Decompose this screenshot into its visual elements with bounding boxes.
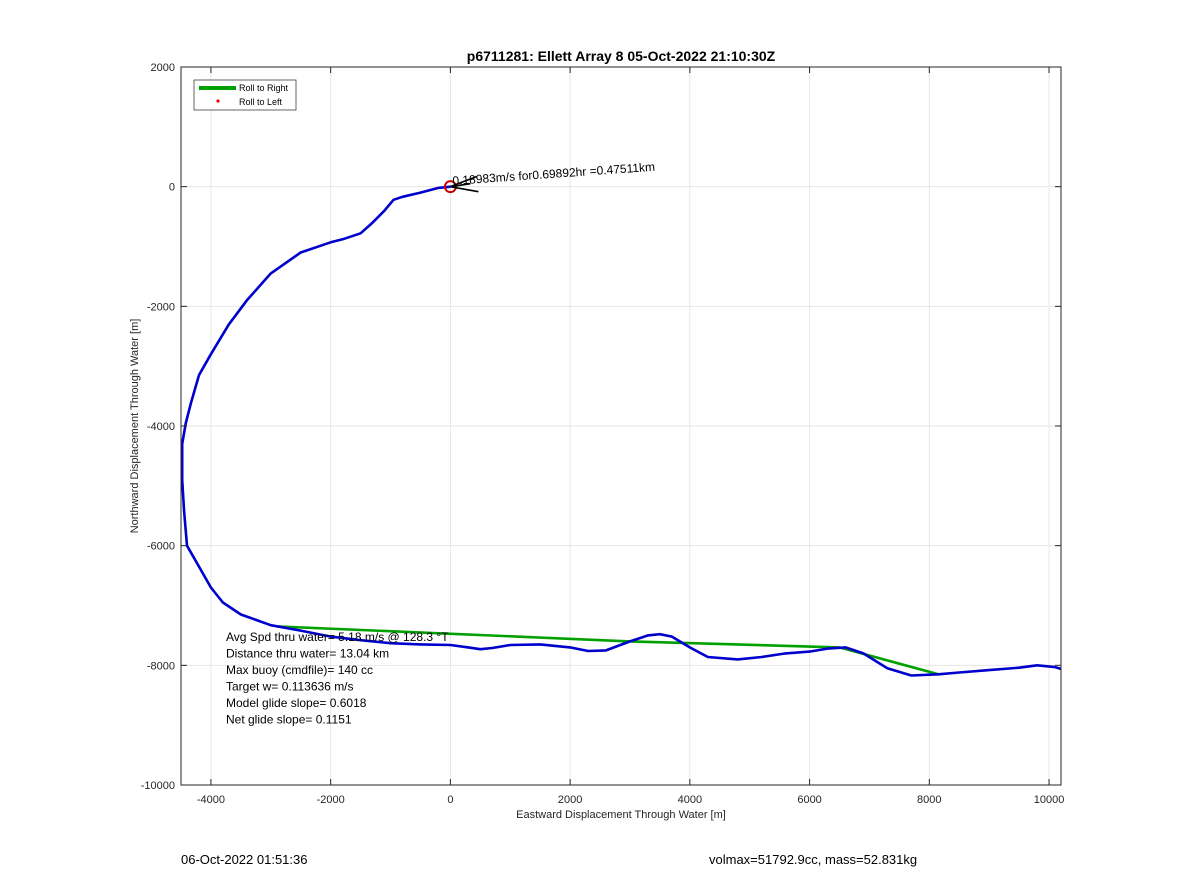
x-axis-label: Eastward Displacement Through Water [m] [516, 809, 726, 821]
footer-timestamp: 06-Oct-2022 01:51:36 [181, 852, 308, 867]
y-tick-label: -6000 [147, 541, 175, 553]
current-arrow-0 [450, 175, 477, 188]
series-layer [180, 185, 1062, 677]
x-tick-label: 2000 [558, 794, 582, 806]
stat-line: Avg Spd thru water= 5.18 m/s @ 128.3 °T [226, 630, 449, 644]
legend: Roll to Right Roll to Left [193, 79, 297, 111]
y-tick-label: -10000 [141, 780, 175, 792]
series-line-1 [180, 185, 1062, 677]
y-tick-label: -2000 [147, 301, 175, 313]
legend-label-roll-left: Roll to Left [239, 97, 283, 107]
x-tick-label: 4000 [678, 794, 702, 806]
legend-box [193, 79, 297, 111]
current-arrow-1 [450, 185, 479, 193]
stat-line: Model glide slope= 0.6018 [226, 696, 367, 710]
y-tick-label: 0 [169, 182, 175, 194]
y-tick-label: -4000 [147, 421, 175, 433]
x-tick-label: 0 [447, 794, 453, 806]
y-axis-label: Northward Displacement Through Water [m] [129, 319, 141, 534]
current-arrow-2 [450, 182, 471, 188]
stat-line: Distance thru water= 13.04 km [226, 647, 389, 661]
x-tick-label: -2000 [317, 794, 345, 806]
x-tick-label: 10000 [1034, 794, 1065, 806]
stat-line: Max buoy (cmdfile)= 140 cc [226, 663, 373, 677]
y-tick-label: -8000 [147, 660, 175, 672]
chart-title: p6711281: Ellett Array 8 05-Oct-2022 21:… [467, 48, 776, 64]
y-tick-label: 2000 [151, 62, 175, 74]
legend-dot-roll-left [216, 99, 220, 103]
series-line-0 [276, 625, 939, 676]
start-marker [443, 180, 457, 194]
stat-line: Net glide slope= 0.1151 [226, 713, 352, 727]
ticks: -4000 -2000 0 2000 4000 6000 8000 10000 -10000 -8… [141, 62, 1065, 806]
stat-line: Target w= 0.113636 m/s [226, 680, 354, 694]
x-tick-label: 6000 [797, 794, 821, 806]
footer-volmax-mass: volmax=51792.9cc, mass=52.831kg [709, 852, 918, 867]
x-tick-label: 8000 [917, 794, 941, 806]
x-tick-label: -4000 [197, 794, 225, 806]
legend-label-roll-right: Roll to Right [239, 83, 289, 93]
